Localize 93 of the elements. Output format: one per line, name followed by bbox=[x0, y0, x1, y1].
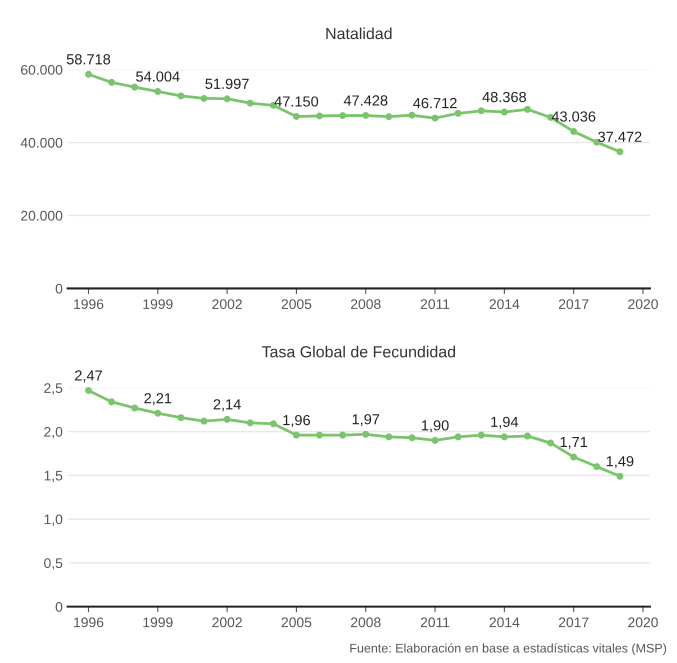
x-tick-label: 2017 bbox=[558, 299, 588, 310]
data-label: 51.997 bbox=[205, 78, 249, 89]
data-label: 1,96 bbox=[283, 414, 310, 428]
point bbox=[408, 112, 416, 119]
y-tick-label: 1,5 bbox=[44, 470, 62, 482]
source-note: Fuente: Elaboración en base a estadísticas vitales (MSP) bbox=[350, 643, 666, 656]
y-tick-label: 1,0 bbox=[44, 514, 62, 526]
point bbox=[524, 432, 531, 440]
data-label: 1,49 bbox=[606, 456, 634, 468]
point bbox=[177, 414, 184, 422]
point bbox=[547, 440, 554, 446]
point bbox=[224, 416, 231, 423]
data-label: 1,71 bbox=[560, 436, 588, 449]
point bbox=[339, 432, 346, 439]
x-tick-label: 2017 bbox=[558, 617, 588, 628]
point bbox=[200, 94, 208, 102]
data-label: 58.718 bbox=[66, 54, 110, 64]
y-tick-label: 40.000 bbox=[20, 138, 62, 148]
point bbox=[570, 454, 578, 460]
y-tick-label: 2,0 bbox=[44, 426, 62, 438]
x-tick-label: 2020 bbox=[628, 617, 658, 628]
y-tick-label: 0 bbox=[56, 602, 62, 612]
point bbox=[200, 418, 208, 425]
x-tick-label: 2002 bbox=[212, 617, 242, 628]
x-tick-label: 2020 bbox=[628, 299, 658, 310]
point bbox=[385, 113, 392, 120]
x-tick-label: 2011 bbox=[420, 617, 450, 628]
data-label: 54.004 bbox=[136, 71, 180, 82]
x-tick-label: 1996 bbox=[74, 617, 104, 628]
data-label: 1,94 bbox=[491, 416, 518, 429]
data-label: 37.472 bbox=[598, 132, 642, 142]
point bbox=[478, 107, 485, 114]
data-label: 46.712 bbox=[413, 98, 457, 108]
point bbox=[246, 100, 254, 107]
point bbox=[524, 106, 531, 113]
point bbox=[270, 420, 277, 428]
point bbox=[108, 398, 116, 406]
y-tick-label: 0 bbox=[56, 284, 62, 294]
point bbox=[316, 432, 324, 439]
point bbox=[432, 436, 439, 444]
y-tick-label: 0,5 bbox=[44, 558, 62, 570]
x-tick-label: 2005 bbox=[282, 299, 312, 310]
y-tick-label: 2,5 bbox=[44, 383, 62, 395]
x-tick-label: 2008 bbox=[350, 617, 381, 628]
point bbox=[154, 88, 162, 95]
point bbox=[131, 404, 138, 412]
point bbox=[454, 110, 462, 117]
x-tick-label: 2014 bbox=[490, 617, 520, 628]
x-tick-label: 2002 bbox=[212, 299, 242, 310]
point bbox=[224, 95, 231, 102]
point bbox=[432, 114, 439, 122]
chart-title: Tasa Global de Fecundidad bbox=[262, 346, 456, 358]
data-label: 47.150 bbox=[274, 96, 318, 107]
data-label: 1,97 bbox=[352, 414, 380, 426]
data-label: 1,90 bbox=[422, 420, 449, 432]
data-label: 2,47 bbox=[75, 370, 102, 382]
x-tick-label: 2011 bbox=[420, 299, 450, 310]
point bbox=[500, 433, 508, 440]
y-tick-label: 60.000 bbox=[21, 64, 62, 75]
point bbox=[408, 434, 416, 442]
point bbox=[570, 128, 578, 135]
x-tick-label: 2008 bbox=[350, 299, 381, 310]
point bbox=[108, 78, 116, 86]
chart-title: Natalidad bbox=[326, 27, 392, 40]
point bbox=[500, 108, 508, 116]
point bbox=[316, 112, 324, 120]
point bbox=[616, 148, 624, 156]
x-tick-label: 2005 bbox=[282, 617, 312, 628]
point bbox=[339, 112, 346, 120]
data-label: 48.368 bbox=[482, 92, 526, 102]
point bbox=[85, 387, 92, 394]
point bbox=[131, 84, 138, 91]
point bbox=[593, 463, 600, 470]
point bbox=[478, 432, 485, 439]
point bbox=[177, 92, 184, 100]
y-tick-label: 20.000 bbox=[21, 210, 62, 221]
point bbox=[362, 430, 370, 438]
data-label: 47.428 bbox=[344, 95, 388, 106]
point bbox=[246, 419, 254, 426]
x-tick-label: 1999 bbox=[143, 617, 173, 628]
data-label: 2,14 bbox=[214, 399, 241, 412]
point bbox=[292, 113, 300, 120]
point bbox=[292, 432, 300, 439]
x-tick-label: 1999 bbox=[143, 299, 173, 310]
point bbox=[454, 433, 462, 440]
x-tick-label: 2014 bbox=[490, 299, 520, 310]
point bbox=[85, 70, 92, 78]
point bbox=[154, 410, 162, 417]
data-label: 2,21 bbox=[144, 393, 172, 406]
point bbox=[616, 472, 624, 480]
x-tick-label: 1996 bbox=[74, 299, 104, 310]
point bbox=[385, 433, 392, 440]
point bbox=[362, 112, 370, 119]
